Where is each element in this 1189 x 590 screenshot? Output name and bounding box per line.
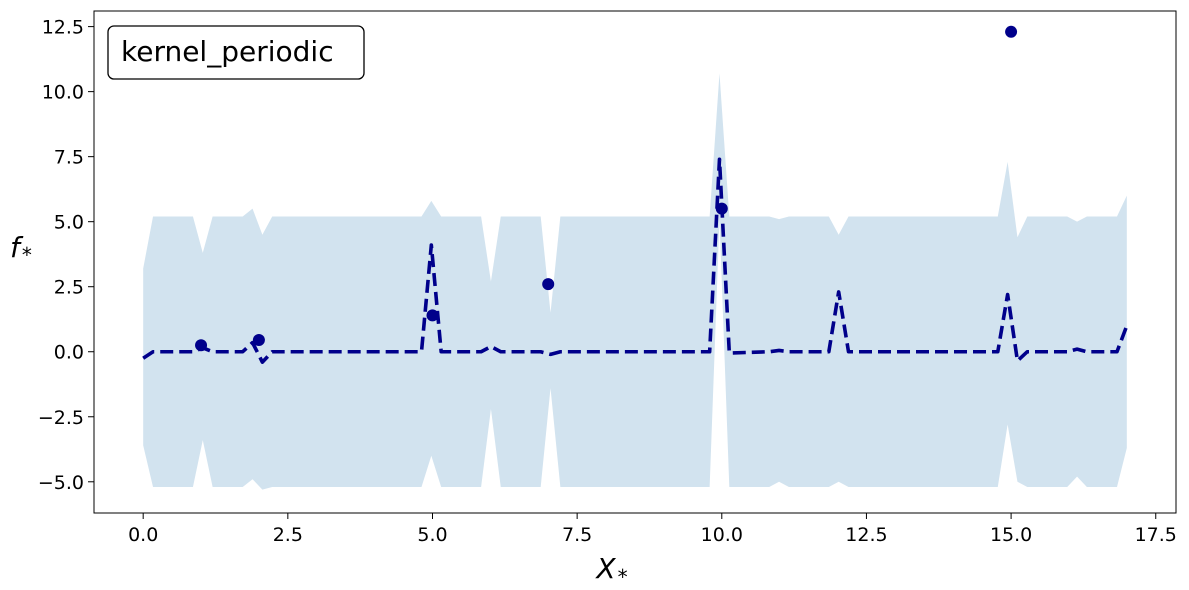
x-axis-label: X * bbox=[594, 552, 627, 589]
y-tick-label: 0.0 bbox=[54, 342, 84, 364]
y-tick-label: 7.5 bbox=[54, 147, 84, 169]
observed-point bbox=[1005, 25, 1018, 38]
x-tick-label: 10.0 bbox=[701, 524, 743, 546]
mean-prediction-line bbox=[142, 157, 1129, 364]
axes-layer: 0.0 2.5 5.0 7.5 10.0 12.5 15.0 17.5 −5.0 −2.5 0.0 2… bbox=[38, 10, 1177, 546]
x-tick-label: 17.5 bbox=[1135, 524, 1177, 546]
plot-layer bbox=[142, 25, 1129, 490]
observed-point bbox=[252, 334, 265, 347]
legend-box: kernel_periodic bbox=[107, 25, 365, 80]
y-axis-label-subscript: * bbox=[22, 243, 32, 267]
legend-text: kernel_periodic bbox=[121, 35, 334, 68]
y-axis-label: f * bbox=[10, 231, 32, 267]
x-tick-label: 2.5 bbox=[273, 524, 303, 546]
x-tick-label: 7.5 bbox=[562, 524, 592, 546]
y-tick-label: −2.5 bbox=[38, 407, 84, 429]
y-tick-label: 10.0 bbox=[42, 82, 84, 104]
x-tick-label: 15.0 bbox=[990, 524, 1032, 546]
observed-point bbox=[426, 309, 439, 322]
x-tick-label: 0.0 bbox=[128, 524, 158, 546]
y-tick-label: −5.0 bbox=[38, 472, 84, 494]
axes-frame bbox=[93, 10, 1177, 514]
observed-point bbox=[715, 202, 728, 215]
x-axis-label-subscript: * bbox=[618, 565, 628, 589]
x-axis-label-main: X bbox=[594, 552, 616, 585]
observed-point bbox=[542, 278, 555, 291]
observed-point bbox=[195, 339, 208, 352]
x-tick-label: 5.0 bbox=[417, 524, 447, 546]
x-tick-label: 12.5 bbox=[845, 524, 887, 546]
y-tick-label: 5.0 bbox=[54, 212, 84, 234]
y-tick-label: 2.5 bbox=[54, 277, 84, 299]
legend-frame bbox=[107, 25, 365, 80]
confidence-band bbox=[143, 73, 1127, 490]
y-tick-label: 12.5 bbox=[42, 17, 84, 39]
